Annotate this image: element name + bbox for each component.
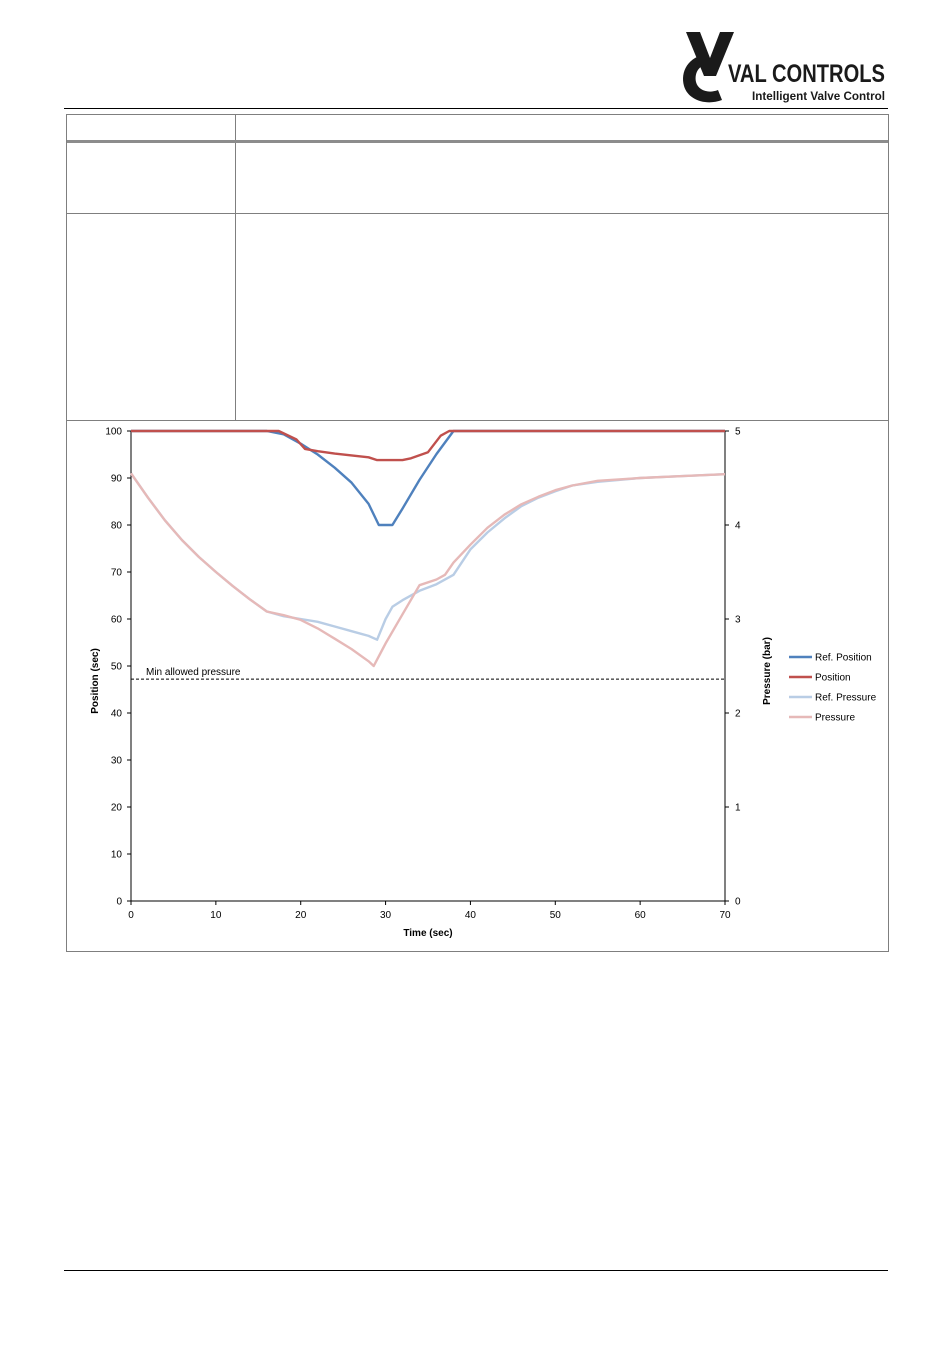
y-tick-label: 20 <box>111 803 123 814</box>
x-tick-label: 20 <box>295 910 307 921</box>
table-header-rule <box>67 140 888 143</box>
y-tick-label: 60 <box>111 615 123 626</box>
y-tick-label: 100 <box>105 427 122 438</box>
series-line-pressure <box>130 472 726 668</box>
x-axis-label: Time (sec) <box>403 928 452 939</box>
y2-axis-label: Pressure (bar) <box>762 637 773 705</box>
x-tick-label: 70 <box>719 910 731 921</box>
y-tick-label: 80 <box>111 521 123 532</box>
y2-tick-label: 2 <box>735 709 741 720</box>
y-tick-label: 70 <box>111 568 123 579</box>
y-tick-label: 0 <box>116 897 122 908</box>
y-tick-label: 40 <box>111 709 123 720</box>
min-pressure-label: Min allowed pressure <box>146 667 241 678</box>
legend-label: Pressure <box>815 713 855 724</box>
x-tick-label: 10 <box>210 910 222 921</box>
x-tick-label: 0 <box>128 910 134 921</box>
x-tick-label: 40 <box>465 910 477 921</box>
table-column-divider <box>235 115 236 420</box>
y-axis-label: Position (sec) <box>90 648 101 714</box>
table-row-rule <box>67 213 888 214</box>
val-controls-logo: VAL CONTROLS Intelligent Valve Control <box>678 28 890 106</box>
chart-area: 0 10 20 30 40 50 60 70 80 90 100 0 1 2 3 4 5 0 10 20 30 40 50 6… <box>67 421 890 953</box>
logo-c-mark <box>683 54 722 103</box>
document-table: 0 10 20 30 40 50 60 70 80 90 100 0 1 2 3 4 5 0 10 20 30 40 50 6… <box>66 114 889 952</box>
footer-rule <box>64 1270 888 1271</box>
header-rule <box>64 108 888 109</box>
series-line-ref-pressure <box>130 472 726 641</box>
y2-tick-label: 1 <box>735 803 741 814</box>
series-line-ref-position <box>131 429 725 527</box>
logo-v-mark <box>686 32 734 76</box>
y-tick-label: 90 <box>111 474 123 485</box>
y2-tick-label: 4 <box>735 521 741 532</box>
y-tick-label: 30 <box>111 756 123 767</box>
logo-tagline: Intelligent Valve Control <box>752 91 885 103</box>
x-tick-label: 30 <box>380 910 392 921</box>
y2-tick-label: 5 <box>735 427 741 438</box>
x-tick-label: 60 <box>635 910 647 921</box>
series-line-position <box>131 429 725 462</box>
y-tick-label: 10 <box>111 850 123 861</box>
legend-label: Ref. Pressure <box>815 693 877 704</box>
y2-tick-label: 3 <box>735 615 741 626</box>
x-tick-label: 50 <box>550 910 562 921</box>
logo-name: VAL CONTROLS <box>728 60 885 88</box>
legend-label: Ref. Position <box>815 653 872 664</box>
y2-tick-label: 0 <box>735 897 741 908</box>
table-row-rule <box>67 420 888 421</box>
legend-label: Position <box>815 673 851 684</box>
y-tick-label: 50 <box>111 662 123 673</box>
